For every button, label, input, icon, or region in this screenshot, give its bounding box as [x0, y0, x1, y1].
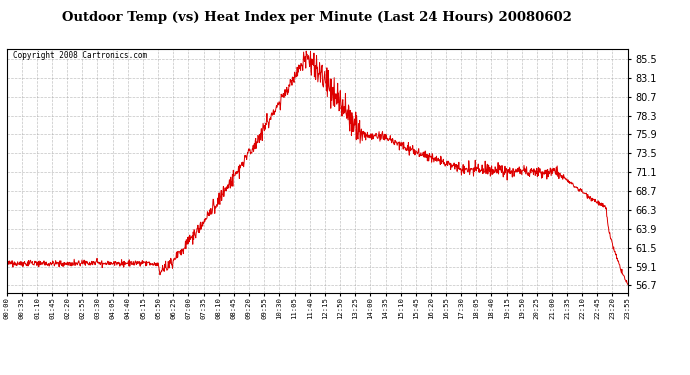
- Text: Copyright 2008 Cartronics.com: Copyright 2008 Cartronics.com: [13, 51, 147, 60]
- Text: Outdoor Temp (vs) Heat Index per Minute (Last 24 Hours) 20080602: Outdoor Temp (vs) Heat Index per Minute …: [63, 11, 572, 24]
